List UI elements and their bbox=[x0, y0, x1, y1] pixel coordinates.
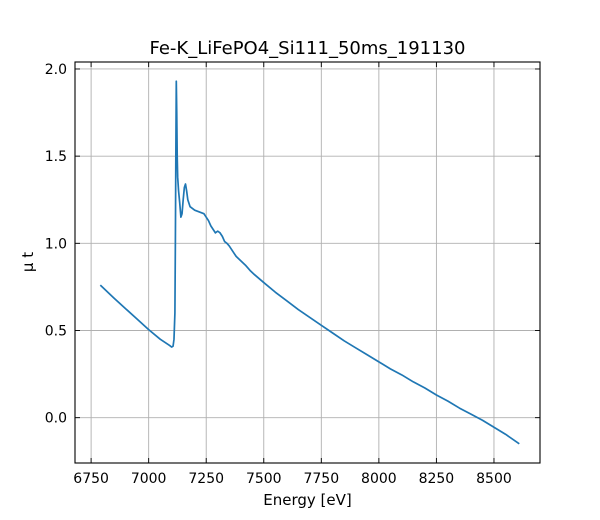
x-tick-label: 6750 bbox=[73, 471, 109, 487]
y-tick-label: 2.0 bbox=[45, 62, 67, 78]
x-tick-label: 7500 bbox=[246, 471, 282, 487]
series-line bbox=[99, 80, 520, 445]
tick-layer: 6750 7000 7250 7500 7750 8000 8250 8500 0.0 0.5 1.… bbox=[45, 62, 540, 487]
x-axis-label: Energy [eV] bbox=[263, 491, 351, 509]
x-tick-label: 7250 bbox=[188, 471, 224, 487]
plot-frame bbox=[74, 61, 541, 464]
x-tick-label: 8500 bbox=[476, 471, 512, 487]
y-tick-label: 0.0 bbox=[45, 411, 67, 427]
y-tick-label: 1.0 bbox=[45, 236, 67, 252]
y-tick-label: 1.5 bbox=[45, 149, 67, 165]
x-tick-label: 7750 bbox=[303, 471, 339, 487]
x-tick-label: 8250 bbox=[419, 471, 455, 487]
x-tick-label: 8000 bbox=[361, 471, 397, 487]
y-axis-label: μ t bbox=[19, 252, 37, 272]
chart-title: Fe-K_LiFePO4_Si111_50ms_191130 bbox=[149, 38, 465, 59]
grid-layer bbox=[75, 62, 540, 463]
series-layer bbox=[99, 80, 520, 445]
y-tick-label: 0.5 bbox=[45, 323, 67, 339]
x-tick-label: 7000 bbox=[131, 471, 167, 487]
